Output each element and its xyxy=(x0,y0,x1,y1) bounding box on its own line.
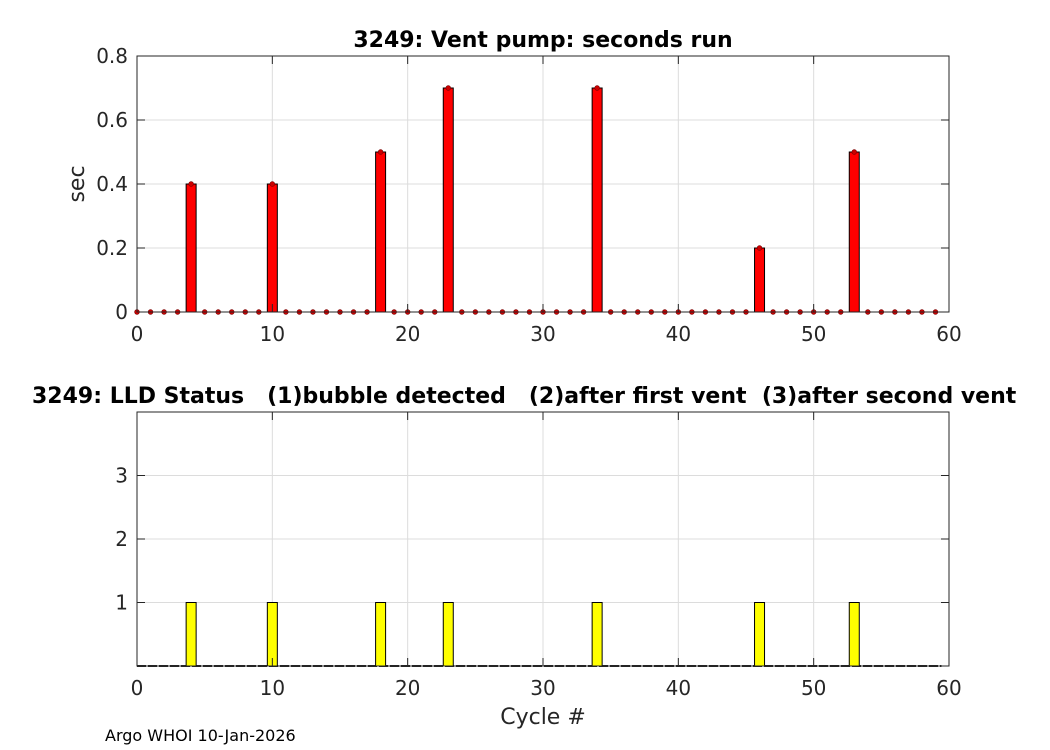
vent-pump-bar xyxy=(266,183,278,313)
vent-pump-bar xyxy=(375,151,387,313)
lld-status-x-tick-label: 30 xyxy=(530,676,555,700)
lld-status-bar xyxy=(591,602,603,667)
vent-pump-point xyxy=(851,149,857,155)
vent-pump-y-tick-label: 0.6 xyxy=(96,108,128,132)
vent-pump-y-tick-label: 0.8 xyxy=(96,44,128,68)
vent-pump-x-tick-label: 10 xyxy=(260,322,285,346)
vent-pump-y-tick-label: 0.4 xyxy=(96,172,128,196)
vent-pump-point xyxy=(594,85,600,91)
lld-status-bar xyxy=(375,602,387,667)
vent-pump-x-tick-label: 40 xyxy=(666,322,691,346)
vent-pump-chart: 0 10 20 30 40 50 60 0 0.2 0.4 0.6 0.8 3249: Vent pu… xyxy=(65,28,962,346)
lld-status-chart-title: 3249: LLD Status (1)bubble detected (2)a… xyxy=(32,384,1017,409)
vent-pump-bar xyxy=(591,87,603,313)
vent-pump-bar xyxy=(185,183,197,313)
vent-pump-x-tick-label: 50 xyxy=(801,322,826,346)
lld-status-bar xyxy=(185,602,197,667)
lld-status-chart: 0 10 20 30 40 50 60 1 2 3 3249: LLD Status (1)bub… xyxy=(32,384,1017,730)
lld-status-x-tick-label: 40 xyxy=(666,676,691,700)
vent-pump-x-tick-label: 30 xyxy=(530,322,555,346)
footer-credit: Argo WHOI 10-Jan-2026 xyxy=(105,726,296,745)
lld-status-x-tick-label: 20 xyxy=(395,676,420,700)
vent-pump-point xyxy=(445,85,451,91)
lld-status-x-tick-label: 60 xyxy=(936,676,961,700)
lld-status-bar xyxy=(266,602,278,667)
lld-status-y-tick-label: 2 xyxy=(115,527,128,551)
lld-status-bar xyxy=(754,602,766,667)
lld-status-x-axis-label: Cycle # xyxy=(500,705,586,730)
vent-pump-bar xyxy=(442,87,454,313)
lld-status-x-tick-label: 0 xyxy=(131,676,144,700)
lld-status-y-tick-label: 1 xyxy=(115,591,128,615)
vent-pump-chart-title: 3249: Vent pump: seconds run xyxy=(353,28,732,53)
vent-pump-point xyxy=(188,181,194,187)
vent-pump-x-tick-label: 60 xyxy=(936,322,961,346)
vent-pump-point xyxy=(756,245,763,251)
vent-pump-point xyxy=(377,149,384,155)
vent-pump-y-tick-label: 0.2 xyxy=(96,236,128,260)
lld-status-x-tick-label: 10 xyxy=(260,676,285,700)
vent-pump-y-axis-label: sec xyxy=(65,165,90,202)
lld-status-x-tick-label: 50 xyxy=(801,676,826,700)
lld-status-bar xyxy=(848,602,860,667)
vent-pump-bar xyxy=(754,247,766,313)
vent-pump-y-tick-label: 0 xyxy=(115,300,128,324)
vent-pump-bar xyxy=(848,151,860,313)
lld-status-bar xyxy=(442,602,454,667)
vent-pump-point xyxy=(269,181,276,187)
vent-pump-x-tick-label: 20 xyxy=(395,322,420,346)
lld-status-y-tick-label: 3 xyxy=(115,464,128,488)
vent-pump-x-tick-label: 0 xyxy=(131,322,144,346)
